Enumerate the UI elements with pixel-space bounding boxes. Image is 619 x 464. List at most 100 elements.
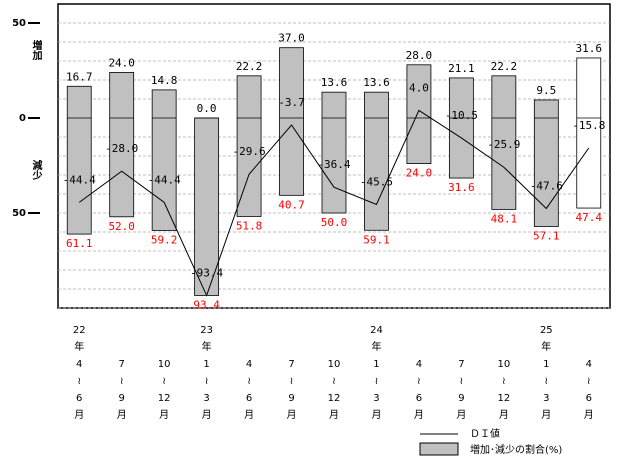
decrease-label: 52.0: [108, 220, 135, 233]
x-tick-label: 月: [329, 409, 339, 421]
x-tick-label: 12: [158, 393, 171, 404]
x-tick-label: 6: [586, 393, 592, 404]
x-tick-label: 月: [414, 409, 424, 421]
y-side-label: 減少: [30, 159, 43, 180]
x-tick-label: ≀: [544, 376, 548, 387]
x-tick-label: 3: [373, 393, 379, 404]
di-label: -25.9: [487, 138, 520, 151]
y-tick-label: 50: [12, 208, 26, 219]
decrease-label: 57.1: [533, 229, 560, 242]
x-tick-label: 月: [117, 409, 127, 421]
x-tick-label: 4: [246, 359, 252, 370]
x-tick-label: 月: [159, 409, 169, 421]
x-tick-label: ≀: [290, 376, 294, 387]
decrease-label: 48.1: [491, 212, 518, 225]
di-label: -93.4: [190, 266, 223, 279]
di-label: 4.0: [409, 81, 429, 94]
x-tick-label: 9: [119, 393, 125, 404]
x-tick-label: 3: [543, 393, 549, 404]
x-tick-label: ≀: [77, 376, 81, 387]
bar: [151, 89, 177, 231]
decrease-label: 51.8: [236, 219, 263, 232]
x-tick-label: 9: [458, 393, 464, 404]
x-tick-label: 6: [416, 393, 422, 404]
x-tick-label: 年: [371, 340, 381, 353]
decrease-label: 59.2: [151, 233, 178, 246]
x-tick-label: 6: [76, 393, 82, 404]
bar: [236, 75, 262, 217]
legend-label: 増加･減少の割合(%): [470, 443, 562, 456]
y-tick-label: 50: [12, 18, 26, 29]
x-tick-label: ≀: [205, 376, 209, 387]
decrease-label: 24.0: [406, 167, 433, 180]
x-tick-label: 12: [497, 393, 510, 404]
di-label: -28.0: [105, 142, 138, 155]
x-tick-label: 9: [288, 393, 294, 404]
decrease-label: 61.1: [66, 237, 93, 250]
x-tick-label: 22: [73, 325, 86, 336]
x-tick-label: 月: [499, 409, 509, 421]
increase-label: 21.1: [448, 62, 475, 75]
legend-bar-key: [419, 442, 459, 456]
increase-label: 22.2: [491, 60, 518, 73]
x-tick-label: ≀: [417, 376, 421, 387]
di-label: -47.6: [530, 179, 563, 192]
x-tick-label: 10: [328, 359, 341, 370]
increase-label: 16.7: [66, 70, 93, 83]
increase-label: 13.6: [321, 76, 348, 89]
bar: [576, 57, 602, 209]
x-tick-label: ≀: [162, 376, 166, 387]
increase-label: 13.6: [363, 76, 390, 89]
increase-label: 28.0: [406, 49, 433, 62]
x-tick-label: 年: [541, 340, 551, 353]
x-tick-label: 6: [246, 393, 252, 404]
x-tick-label: 1: [373, 359, 379, 370]
x-tick-label: ≀: [460, 376, 464, 387]
x-tick-label: 月: [584, 409, 594, 421]
bar: [66, 85, 92, 235]
di-label: -45.5: [360, 175, 393, 188]
di-label: -29.6: [233, 145, 266, 158]
bar: [364, 91, 389, 231]
decrease-label: 31.6: [448, 181, 475, 194]
x-tick-label: 24: [370, 325, 383, 336]
x-tick-label: 年: [202, 340, 212, 353]
decrease-label: 47.4: [576, 211, 603, 224]
x-tick-label: ≀: [247, 376, 251, 387]
x-tick-label: ≀: [332, 376, 336, 387]
x-tick-label: 月: [287, 409, 297, 421]
bar: [279, 47, 304, 196]
x-tick-label: 4: [586, 359, 592, 370]
di-label: -44.4: [63, 173, 96, 186]
increase-label: 31.6: [576, 42, 603, 55]
x-tick-label: 25: [540, 325, 553, 336]
x-tick-label: 月: [74, 409, 84, 421]
di-label: -3.7: [278, 96, 305, 109]
bar: [109, 72, 135, 218]
x-tick-label: 7: [458, 359, 464, 370]
increase-label: 37.0: [278, 32, 305, 45]
increase-label: 24.0: [108, 56, 135, 69]
bar: [533, 99, 559, 227]
x-tick-label: 月: [202, 409, 212, 421]
increase-label: 9.5: [536, 84, 556, 97]
x-tick-label: ≀: [375, 376, 379, 387]
x-tick-label: 7: [119, 359, 125, 370]
bar: [491, 75, 517, 210]
di-label: -36.4: [317, 158, 350, 171]
bar: [448, 77, 474, 179]
x-tick-label: 月: [244, 409, 254, 421]
decrease-label: 50.0: [321, 216, 348, 229]
x-tick-label: 4: [416, 359, 422, 370]
increase-label: 0.0: [197, 102, 217, 115]
x-tick-label: 10: [158, 359, 171, 370]
x-tick-label: ≀: [587, 376, 591, 387]
di-label: -44.4: [148, 173, 181, 186]
di-label: -10.5: [445, 109, 478, 122]
di-label: -15.8: [572, 119, 605, 132]
x-tick-label: 月: [541, 409, 551, 421]
increase-label: 22.2: [236, 60, 263, 73]
bar: [406, 64, 432, 165]
decrease-label: 40.7: [278, 198, 305, 211]
legend-label: ＤＩ値: [470, 427, 500, 440]
